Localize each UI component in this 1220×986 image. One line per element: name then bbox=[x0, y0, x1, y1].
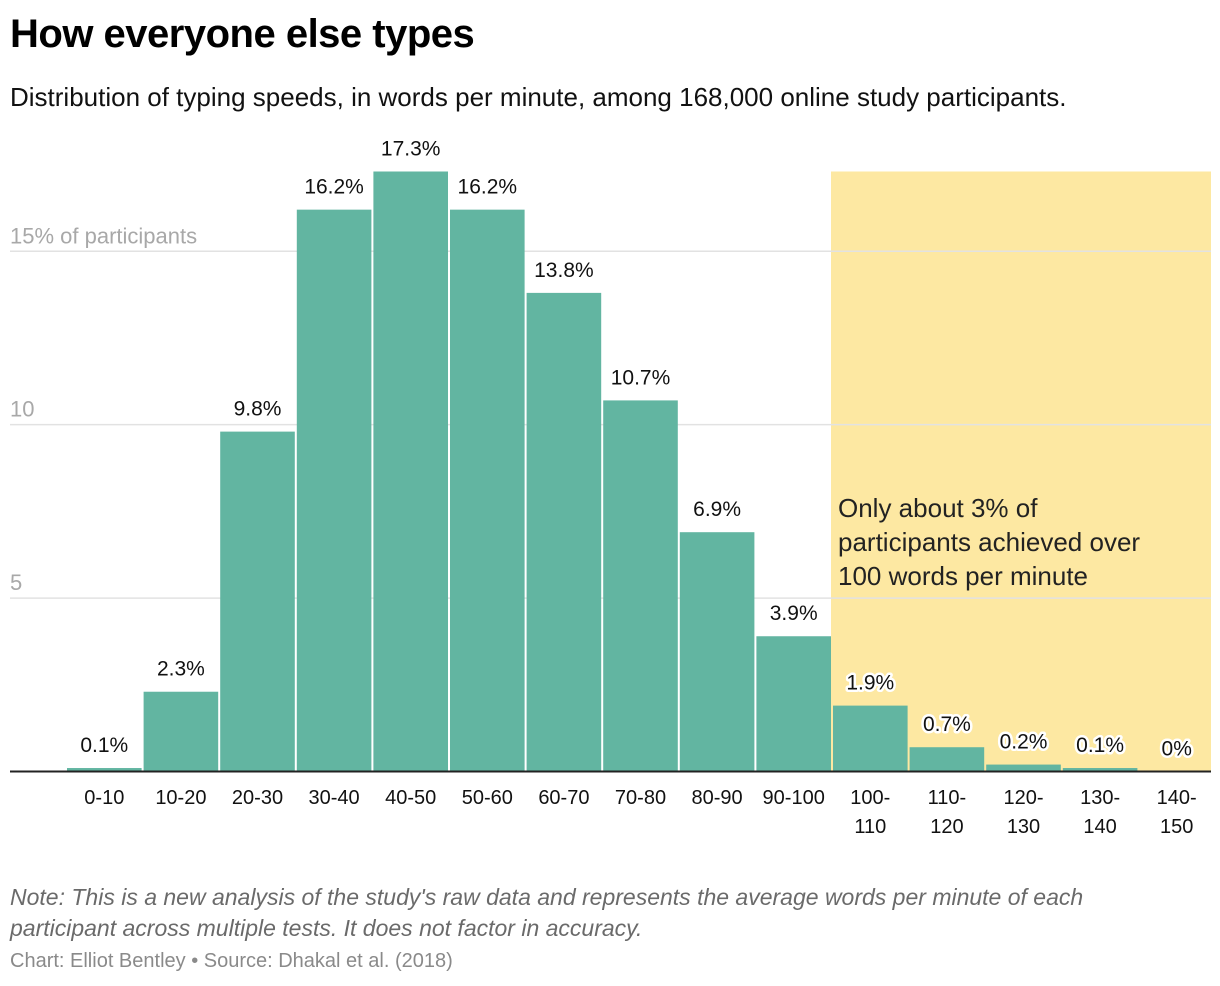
value-label: 3.9% bbox=[770, 602, 818, 625]
x-tick-label: 20-30 bbox=[232, 787, 283, 809]
y-tick-label: 5 bbox=[10, 570, 22, 595]
bar-0-10 bbox=[67, 768, 142, 772]
value-label: 0% bbox=[1162, 738, 1192, 761]
bar-90-100 bbox=[756, 636, 831, 772]
x-tick-label: 60-70 bbox=[538, 787, 589, 809]
bar-80-90 bbox=[679, 532, 755, 772]
value-label: 0.2% bbox=[1000, 731, 1048, 754]
chart-credit: Chart: Elliot Bentley • Source: Dhakal e… bbox=[10, 950, 453, 972]
x-tick-label: 90-100 bbox=[763, 787, 825, 809]
value-label: 6.9% bbox=[693, 498, 741, 521]
x-tick-label: 10-20 bbox=[155, 787, 206, 809]
highlight-annotation: Only about 3% of bbox=[838, 493, 1038, 523]
x-tick-label: 40-50 bbox=[385, 787, 436, 809]
value-label: 16.2% bbox=[458, 176, 518, 199]
bar-50-60 bbox=[450, 209, 525, 772]
bar-120-130 bbox=[986, 764, 1061, 772]
x-tick-label: 30-40 bbox=[309, 787, 360, 809]
bar-70-80 bbox=[603, 400, 678, 772]
highlight-annotation: 100 words per minute bbox=[838, 561, 1088, 591]
bar-40-50 bbox=[373, 171, 448, 772]
value-label: 0.7% bbox=[923, 713, 971, 736]
chart-subtitle: Distribution of typing speeds, in words … bbox=[10, 82, 1067, 112]
bar-10-20 bbox=[143, 691, 219, 772]
bar-60-70 bbox=[526, 292, 602, 772]
bar-20-30 bbox=[220, 431, 295, 772]
x-tick-label: 0-10 bbox=[84, 787, 124, 809]
value-label: 0.1% bbox=[1076, 734, 1124, 757]
x-tick-label: 50-60 bbox=[462, 787, 513, 809]
bar-130-140 bbox=[1062, 768, 1138, 772]
x-tick-label: 70-80 bbox=[615, 787, 666, 809]
value-label: 0.1% bbox=[80, 734, 128, 757]
x-tick-label: 80-90 bbox=[692, 787, 743, 809]
value-label: 10.7% bbox=[611, 366, 671, 389]
x-tick-label: 110 bbox=[854, 816, 886, 838]
x-tick-label: 140- bbox=[1157, 787, 1197, 809]
value-label: 17.3% bbox=[381, 138, 441, 161]
bar-100-110 bbox=[833, 705, 908, 772]
chart-note: Note: This is a new analysis of the stud… bbox=[10, 884, 1084, 941]
x-tick-label: 150 bbox=[1160, 816, 1193, 838]
value-label: 9.8% bbox=[234, 398, 282, 421]
value-label: 16.2% bbox=[304, 176, 364, 199]
highlight-band bbox=[831, 171, 1211, 772]
x-tick-label: 130 bbox=[1007, 816, 1040, 838]
value-label: 13.8% bbox=[534, 259, 594, 282]
bar-110-120 bbox=[909, 747, 985, 772]
x-tick-label: 130- bbox=[1080, 787, 1120, 809]
value-label: 2.3% bbox=[157, 658, 205, 681]
highlight-annotation: participants achieved over bbox=[838, 527, 1140, 557]
y-tick-label: 15% of participants bbox=[10, 223, 197, 248]
chart-title: How everyone else types bbox=[10, 12, 475, 56]
x-tick-label: 120- bbox=[1003, 787, 1043, 809]
y-tick-label: 10 bbox=[10, 397, 34, 422]
x-tick-label: 140 bbox=[1083, 816, 1116, 838]
x-tick-label: 100- bbox=[850, 787, 890, 809]
x-tick-label: 120 bbox=[930, 816, 963, 838]
x-tick-label: 110- bbox=[928, 787, 967, 809]
bar-30-40 bbox=[296, 209, 372, 772]
value-label: 1.9% bbox=[846, 672, 894, 695]
